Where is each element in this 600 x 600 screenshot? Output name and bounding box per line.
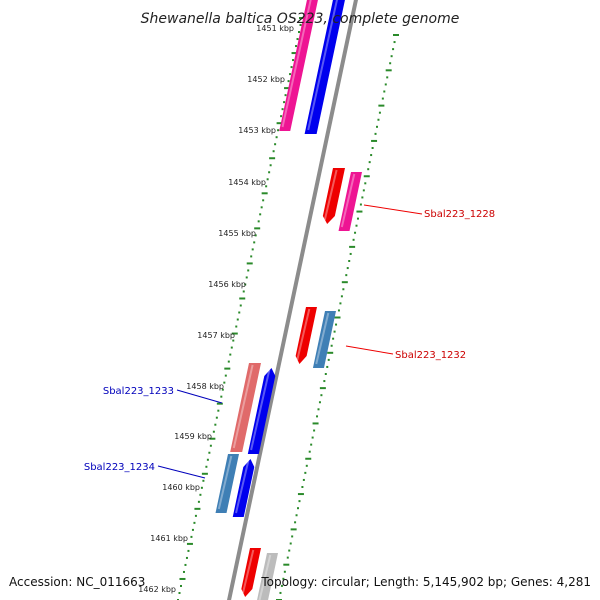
genome-backbone <box>227 0 358 600</box>
gene-feature-sbal223-1233[interactable] <box>230 363 261 452</box>
kbp-label: 1451 kbp <box>256 24 294 33</box>
gene-feature-sbal223-1233-highlight <box>232 364 254 449</box>
kbp-label: 1452 kbp <box>247 75 285 84</box>
gene-label-leaders <box>157 204 423 479</box>
genome-title: Shewanella baltica OS223, complete genom… <box>141 11 460 27</box>
gene-feature-red-2[interactable] <box>295 307 317 364</box>
kbp-label: 1460 kbp <box>162 483 200 492</box>
gene-labels: Sbal223_1228 Sbal223_1232 Sbal223_1233 Sbal… <box>84 209 495 473</box>
gene-label-sbal223_1228[interactable]: Sbal223_1228 <box>424 209 495 220</box>
kbp-label: 1457 kbp <box>197 331 235 340</box>
kbp-label: 1454 kbp <box>228 178 266 187</box>
gene-feature-red[interactable] <box>322 168 345 224</box>
gene-feature-red-highlight <box>323 169 338 221</box>
gene-feature-sbal223-1234[interactable] <box>215 454 239 513</box>
gene-leader-line <box>176 389 223 404</box>
gene-feature-blue-top-highlight <box>307 0 338 131</box>
topology-text: Topology: circular; Length: 5,145,902 bp… <box>260 575 591 589</box>
gene-leader-line <box>345 345 394 355</box>
gene-feature-blue-mid[interactable] <box>247 368 276 454</box>
gene-feature-blue-top[interactable] <box>304 0 346 134</box>
accession-text: Accession: NC_011663 <box>9 575 145 589</box>
kbp-scale-labels: 1451 kbp 1452 kbp 1453 kbp 1454 kbp 1455 kbp… <box>138 24 294 594</box>
gene-feature-red-2-highlight <box>296 308 311 361</box>
gene-feature-blue-low-highlight <box>235 460 250 514</box>
gene-feature-grey-bottom[interactable] <box>256 553 278 600</box>
kbp-label: 1455 kbp <box>218 229 256 238</box>
gene-feature-magenta-top[interactable] <box>279 0 319 131</box>
kbp-label: 1462 kbp <box>138 585 176 594</box>
gene-feature-magenta-top-highlight <box>281 0 312 128</box>
gene-label-sbal223_1233[interactable]: Sbal223_1233 <box>103 386 174 397</box>
kbp-label: 1459 kbp <box>174 432 212 441</box>
gene-feature-sbal223-1232-highlight <box>315 312 330 365</box>
gene-feature-red-bottom[interactable] <box>241 548 261 597</box>
gene-feature-sbal223-1234-highlight <box>217 455 233 510</box>
gene-feature-red-bottom-highlight <box>241 549 255 594</box>
gene-feature-grey-bottom-highlight <box>258 554 272 600</box>
gene-feature-sbal223-1232[interactable] <box>312 311 336 368</box>
gene-label-sbal223_1232[interactable]: Sbal223_1232 <box>395 350 466 361</box>
kbp-label: 1458 kbp <box>186 382 224 391</box>
gene-feature-sbal223-1228[interactable] <box>338 172 362 231</box>
gene-label-sbal223_1234[interactable]: Sbal223_1234 <box>84 462 155 473</box>
gene-features <box>215 0 362 600</box>
right-tick-track <box>276 34 399 600</box>
backbone-line <box>227 0 358 600</box>
gene-leader-line <box>157 465 206 479</box>
gene-feature-blue-low[interactable] <box>232 459 255 517</box>
kbp-label: 1453 kbp <box>238 126 276 135</box>
gene-feature-sbal223-1228-highlight <box>340 173 356 228</box>
gene-leader-line <box>363 204 423 215</box>
kbp-label: 1461 kbp <box>150 534 188 543</box>
gene-feature-blue-mid-highlight <box>250 369 271 451</box>
left-tick-track <box>177 17 305 600</box>
kbp-label: 1456 kbp <box>208 280 246 289</box>
